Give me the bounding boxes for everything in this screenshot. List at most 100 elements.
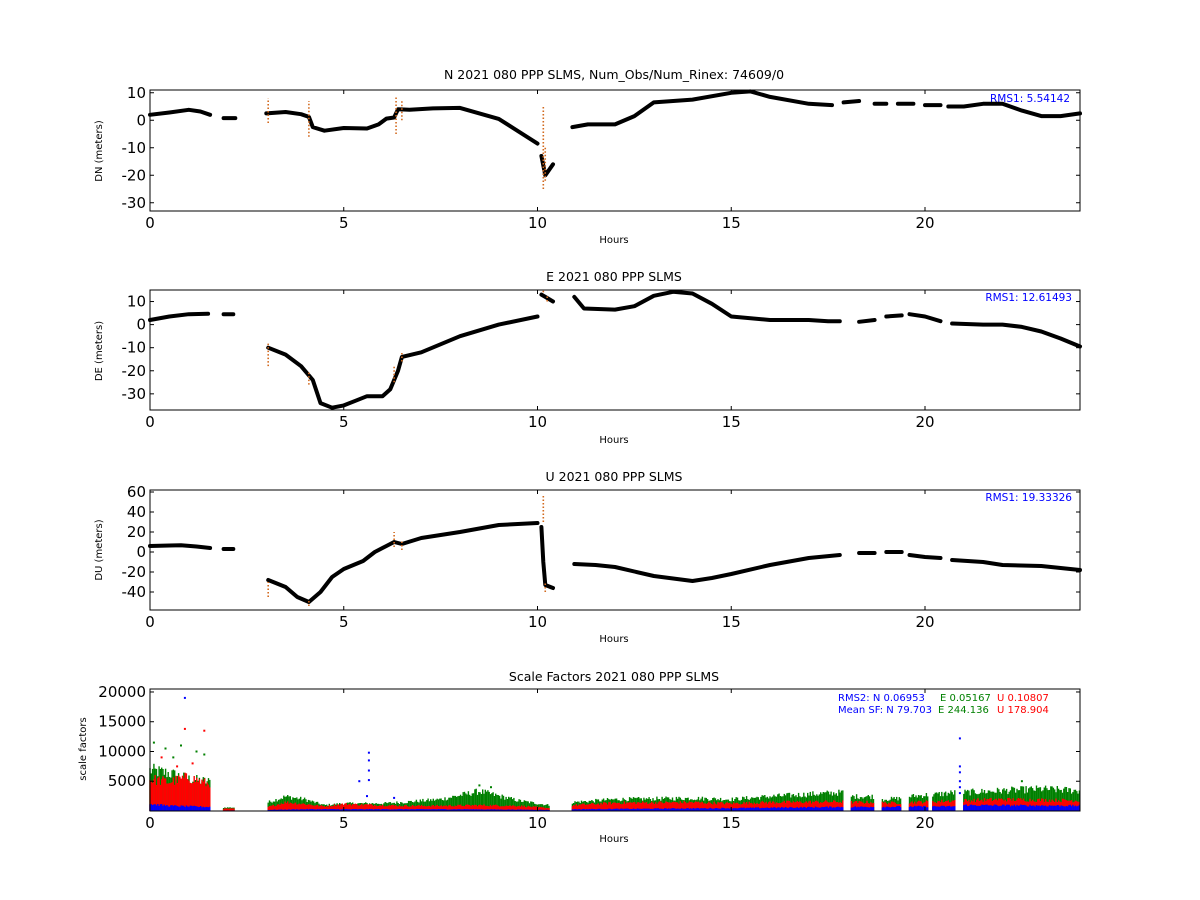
x-tick-label: 20	[915, 814, 934, 832]
y-tick-label: 20	[127, 523, 146, 541]
panel-east-title: E 2021 080 PPP SLMS	[546, 269, 682, 284]
scale-factor-outlier-u	[203, 729, 206, 732]
panel-north: N 2021 080 PPP SLMS, Num_Obs/Num_Rinex: …	[94, 67, 1082, 246]
panel-up-axes-frame	[149, 489, 1081, 611]
x-tick-label: 10	[528, 613, 547, 631]
legend-rms2-n: RMS2: N 0.06953	[838, 693, 925, 704]
panel-east-y-axis-label: DE (meters)	[94, 321, 105, 381]
panel-north-trace-segment	[570, 89, 834, 130]
scale-factor-outlier-n	[958, 786, 961, 789]
panel-up-y-axis-label: DU (meters)	[94, 519, 105, 580]
x-tick-label: 20	[915, 613, 934, 631]
panel-up-trace-segment	[266, 521, 540, 604]
y-tick-label: 10	[127, 293, 146, 311]
scale-factor-outlier-u	[176, 765, 179, 768]
scale-factor-outlier-n	[367, 759, 370, 762]
panel-east-trace-segment	[539, 292, 555, 304]
panel-up-trace-segment	[572, 553, 842, 583]
panel-east-axes-frame	[149, 289, 1081, 411]
panel-east-x-axis-label: Hours	[599, 435, 628, 446]
x-tick-label: 20	[915, 214, 934, 232]
scale-factor-outlier-n	[366, 795, 368, 798]
panel-up-x-axis-label: Hours	[599, 634, 628, 645]
x-tick-label: 10	[528, 814, 547, 832]
x-tick-label: 5	[339, 214, 349, 232]
x-tick-label: 15	[722, 613, 741, 631]
scale-factor-outlier-e	[180, 744, 182, 747]
panel-north-marks	[148, 89, 1082, 189]
scale-factor-outlier-n	[958, 771, 961, 774]
scale-factor-outlier-e	[1020, 780, 1023, 783]
x-tick-label: 0	[145, 413, 155, 431]
scale-factor-outlier-e	[195, 750, 198, 753]
x-tick-label: 15	[722, 814, 741, 832]
x-tick-label: 15	[722, 214, 741, 232]
y-tick-label: 5000	[108, 772, 146, 790]
x-tick-label: 5	[339, 413, 349, 431]
y-tick-label: 0	[136, 316, 146, 334]
panel-east-rms-annotation: RMS1: 12.61493	[985, 292, 1072, 304]
panel-east-trace-segment	[148, 311, 211, 322]
legend-mean-sf-n: Mean SF: N 79.703	[838, 705, 932, 716]
y-tick-label: -30	[122, 194, 147, 212]
scale-factor-outlier-n	[958, 780, 961, 783]
panel-up-trace-segment	[148, 543, 213, 550]
y-tick-label: 10	[127, 84, 146, 102]
x-tick-label: 20	[915, 413, 934, 431]
panel-east-trace-segment	[884, 313, 904, 319]
panel-up: U 2021 080 PPP SLMS Hours DU (meters) RM…	[94, 469, 1082, 645]
y-tick-label: -10	[122, 339, 147, 357]
scale-factor-outlier-n	[958, 765, 961, 768]
panel-north-trace-segment	[539, 154, 555, 178]
x-tick-label: 10	[528, 413, 547, 431]
scale-factor-outlier-n	[367, 769, 370, 772]
panel-up-rms-annotation: RMS1: 19.33326	[985, 492, 1072, 504]
y-tick-label: -20	[122, 166, 147, 184]
x-tick-label: 15	[722, 413, 741, 431]
panel-up-trace-segment	[907, 553, 943, 560]
scale-factor-outlier-n	[358, 780, 361, 783]
y-tick-label: 10000	[98, 742, 146, 760]
y-tick-label: -40	[122, 583, 147, 601]
panel-scale-factors-y-axis-label: scale factors	[78, 717, 89, 780]
x-tick-label: 5	[339, 613, 349, 631]
y-tick-label: -10	[122, 139, 147, 157]
scale-factor-outlier-e	[490, 786, 492, 789]
x-tick-label: 0	[145, 814, 155, 832]
panel-north-trace-segment	[946, 101, 1082, 119]
scale-factor-outlier-n	[367, 779, 370, 782]
panel-north-title: N 2021 080 PPP SLMS, Num_Obs/Num_Rinex: …	[444, 67, 784, 82]
panel-up-trace-segment	[950, 558, 1082, 572]
panel-scale-factors-x-axis-label: Hours	[599, 834, 628, 845]
panel-scale-factors-title: Scale Factors 2021 080 PPP SLMS	[509, 669, 719, 684]
y-tick-label: -30	[122, 385, 147, 403]
panel-north-trace-segment	[148, 107, 213, 117]
panel-up-trace-segment	[539, 525, 555, 590]
panel-up-title: U 2021 080 PPP SLMS	[546, 469, 683, 484]
panel-north-trace-segment	[264, 105, 540, 146]
legend-rms2-u: U 0.10807	[997, 693, 1049, 704]
panel-east-trace-segment	[907, 312, 943, 324]
y-tick-label: 20000	[98, 683, 146, 701]
panel-east-trace-segment	[857, 318, 877, 324]
y-tick-label: 15000	[98, 713, 146, 731]
panel-east-trace-segment	[266, 314, 540, 410]
scale-factor-outlier-e	[478, 784, 481, 787]
panel-up-marks	[148, 495, 1082, 606]
scale-factor-outlier-n	[958, 792, 961, 795]
y-tick-label: -20	[122, 362, 147, 380]
panel-north-rms-annotation: RMS1: 5.54142	[990, 93, 1070, 105]
legend-rms2-e: E 0.05167	[940, 693, 991, 704]
panel-north-axes-frame	[149, 89, 1081, 212]
panel-north-y-axis-label: DN (meters)	[94, 120, 105, 182]
panel-east-marks	[148, 289, 1082, 410]
panel-east-trace-segment	[572, 289, 842, 324]
y-tick-label: 0	[136, 543, 146, 561]
y-tick-label: 60	[127, 483, 146, 501]
panel-east: E 2021 080 PPP SLMS Hours DE (meters) RM…	[94, 269, 1082, 446]
scale-factors-legend: RMS2: N 0.06953 E 0.05167 U 0.10807 Mean…	[838, 693, 1049, 716]
y-tick-label: 40	[127, 503, 146, 521]
x-tick-label: 0	[145, 613, 155, 631]
